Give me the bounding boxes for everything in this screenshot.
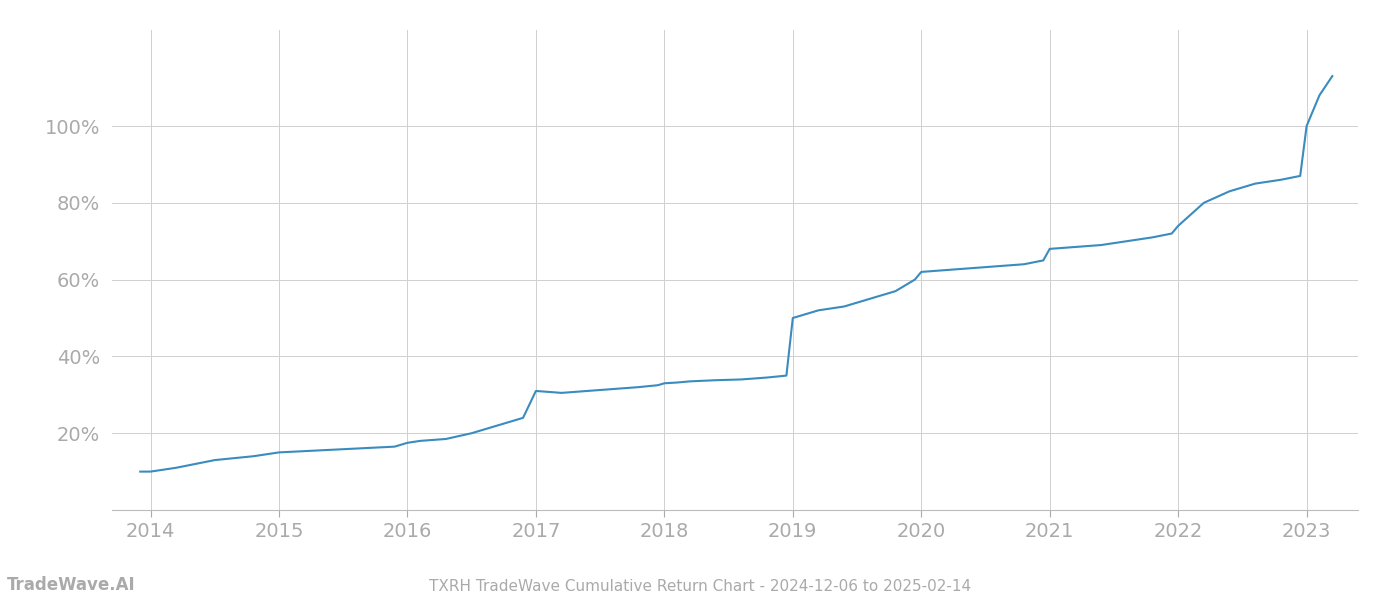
Text: TradeWave.AI: TradeWave.AI: [7, 576, 136, 594]
Text: TXRH TradeWave Cumulative Return Chart - 2024-12-06 to 2025-02-14: TXRH TradeWave Cumulative Return Chart -…: [428, 579, 972, 594]
